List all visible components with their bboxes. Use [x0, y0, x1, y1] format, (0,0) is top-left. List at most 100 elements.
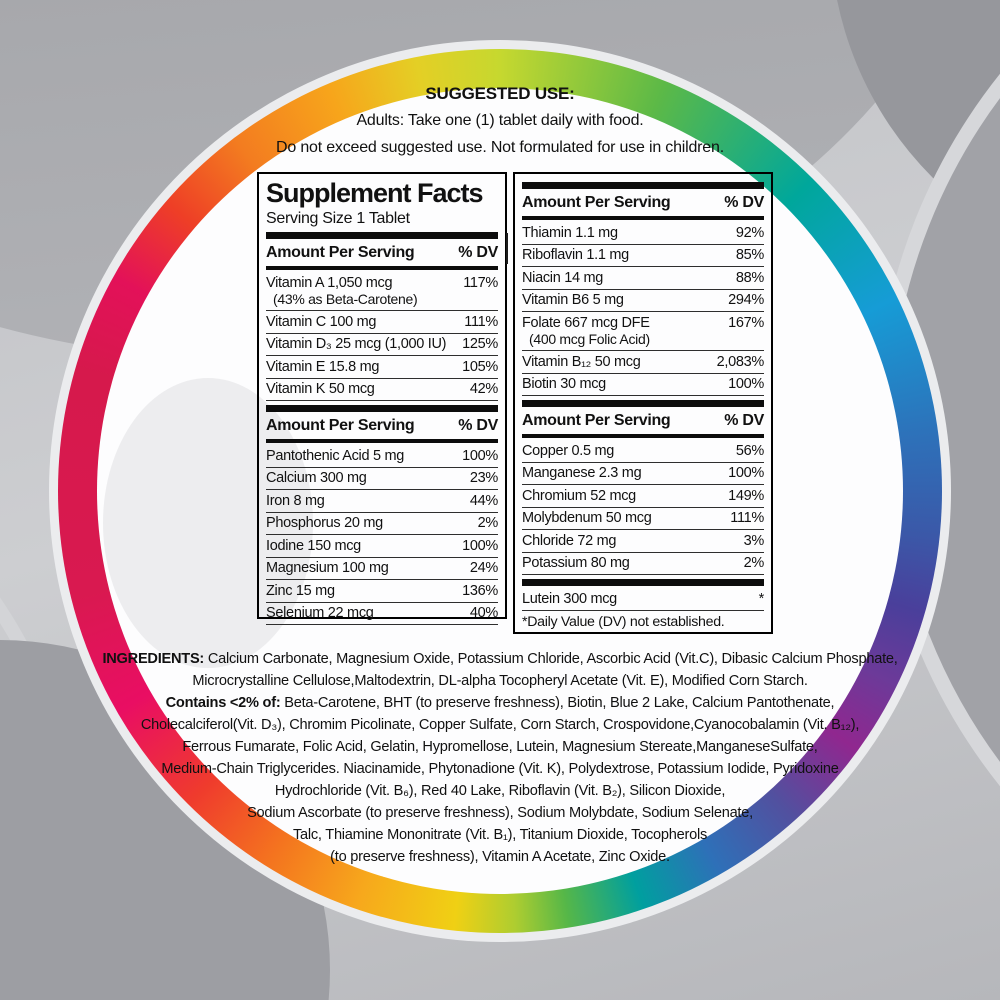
- section-bar: [266, 232, 498, 239]
- nutrient-row: Thiamin 1.1 mg 92%: [522, 222, 764, 245]
- nutrient-name: Thiamin 1.1 mg: [522, 224, 618, 241]
- amount-header: Amount Per Serving: [522, 194, 671, 211]
- nutrient-row: Potassium 80 mg 2%: [522, 553, 764, 575]
- nutrient-name: Folate 667 mcg DFE (400 mcg Folic Acid): [522, 314, 650, 348]
- nutrient-rows-lutein: Lutein 300 mcg *: [522, 588, 764, 611]
- ingredients-line: Sodium Ascorbate (to preserve freshness)…: [247, 805, 753, 821]
- nutrient-rows-bvitamins: Thiamin 1.1 mg 92% Riboflavin 1.1 mg 85% Nia…: [522, 222, 764, 396]
- nutrient-rows-trace-minerals: Copper 0.5 mg 56% Manganese 2.3 mg 100% Chro…: [522, 440, 764, 575]
- nutrient-dv: 149%: [728, 487, 764, 504]
- nutrient-row: Molybdenum 50 mcg 111%: [522, 508, 764, 530]
- nutrient-name: Niacin 14 mg: [522, 269, 604, 286]
- nutrient-dv: 85%: [735, 247, 764, 263]
- nutrient-row: Vitamin E 15.8 mg 105%: [266, 356, 498, 379]
- nutrient-name: Selenium 22 mcg: [266, 605, 374, 621]
- section-bar: [522, 182, 764, 189]
- table-header: Amount Per Serving % DV: [266, 414, 498, 437]
- nutrient-name: Iodine 150 mcg: [266, 537, 361, 554]
- ingredients-line: INGREDIENTS: Calcium Carbonate, Magnesiu…: [102, 651, 898, 667]
- nutrient-name: Chromium 52 mcg: [522, 487, 636, 504]
- ingredients-line: Ferrous Fumarate, Folic Acid, Gelatin, H…: [182, 739, 818, 755]
- nutrient-row: Copper 0.5 mg 56%: [522, 440, 764, 463]
- nutrient-row: Lutein 300 mcg *: [522, 588, 764, 611]
- nutrient-row: Niacin 14 mg 88%: [522, 267, 764, 290]
- ingredients-line: Cholecalciferol(Vit. D₃), Chromim Picoli…: [140, 717, 860, 733]
- ingredients-line: Talc, Thiamine Mononitrate (Vit. B₁), Ti…: [292, 827, 708, 843]
- nutrient-row: Manganese 2.3 mg 100%: [522, 463, 764, 485]
- nutrient-dv: 117%: [463, 274, 498, 291]
- suggested-use-line: Do not exceed suggested use. Not formula…: [276, 139, 724, 156]
- section-bar: [522, 579, 764, 586]
- nutrient-dv: 2%: [477, 515, 499, 531]
- section-bar: [522, 216, 764, 220]
- amount-header: Amount Per Serving: [266, 244, 415, 261]
- nutrient-dv: 23%: [469, 470, 498, 486]
- nutrient-row: Vitamin D₃ 25 mcg (1,000 IU) 125%: [266, 334, 498, 356]
- nutrient-row: Calcium 300 mg 23%: [266, 468, 498, 490]
- nutrient-row: Pantothenic Acid 5 mg 100%: [266, 445, 498, 468]
- nutrient-dv: 105%: [462, 358, 498, 375]
- nutrient-row: Vitamin B₁₂ 50 mcg 2,083%: [522, 351, 764, 374]
- nutrient-row: Vitamin B6 5 mg 294%: [522, 290, 764, 312]
- ingredients-line: Microcrystalline Cellulose,Maltodextrin,…: [192, 673, 808, 689]
- nutrient-dv: 100%: [728, 465, 764, 481]
- amount-header: Amount Per Serving: [522, 412, 671, 429]
- nutrient-row: Zinc 15 mg 136%: [266, 580, 498, 603]
- nutrient-dv: 125%: [462, 336, 498, 352]
- nutrient-dv: 88%: [735, 269, 764, 286]
- section-bar: [266, 439, 498, 443]
- suggested-use-title: SUGGESTED USE:: [425, 84, 575, 103]
- label-inner-shading: [103, 378, 313, 668]
- dv-footnote: *Daily Value (DV) not established.: [522, 613, 725, 630]
- ingredients-line: (to preserve freshness), Vitamin A Aceta…: [330, 849, 670, 865]
- nutrient-dv: 136%: [462, 582, 498, 599]
- dv-header: % DV: [724, 412, 764, 429]
- nutrient-subtext: (400 mcg Folic Acid): [529, 331, 650, 347]
- nutrient-row: Vitamin K 50 mcg 42%: [266, 379, 498, 401]
- nutrient-dv: *: [758, 590, 765, 607]
- nutrient-dv: 44%: [469, 492, 498, 509]
- suggested-use-section: SUGGESTED USE: Adults: Take one (1) tabl…: [0, 80, 1000, 161]
- table-header: Amount Per Serving % DV: [522, 191, 764, 214]
- section-bar: [522, 434, 764, 438]
- supplement-facts-panel-left: Supplement Facts Serving Size 1 Tablet A…: [257, 172, 507, 625]
- nutrient-row: Riboflavin 1.1 mg 85%: [522, 245, 764, 267]
- section-bar: [266, 266, 498, 270]
- nutrient-name: Chloride 72 mg: [522, 532, 617, 549]
- nutrient-name: Vitamin E 15.8 mg: [266, 358, 380, 375]
- dv-header: % DV: [724, 194, 764, 211]
- nutrient-name: Vitamin B6 5 mg: [522, 292, 624, 308]
- serving-size: Serving Size 1 Tablet: [266, 210, 410, 227]
- nutrient-row: Magnesium 100 mg 24%: [266, 558, 498, 580]
- nutrient-dv: 100%: [462, 537, 498, 554]
- ingredients-section: INGREDIENTS: Calcium Carbonate, Magnesiu…: [0, 648, 1000, 868]
- nutrient-name: Vitamin K 50 mcg: [266, 381, 375, 397]
- section-bar: [522, 400, 764, 407]
- nutrient-name: Copper 0.5 mg: [522, 442, 615, 459]
- ingredients-line: Hydrochloride (Vit. B₆), Red 40 Lake, Ri…: [274, 783, 726, 799]
- nutrient-name: Vitamin A 1,050 mcg (43% as Beta-Carotene…: [266, 274, 418, 308]
- nutrient-row: Iron 8 mg 44%: [266, 490, 498, 513]
- nutrient-name: Vitamin C 100 mg: [266, 313, 377, 330]
- nutrient-name: Riboflavin 1.1 mg: [522, 247, 629, 263]
- panel-divider: [506, 233, 508, 264]
- supplement-facts-panel-right: Amount Per Serving % DV Thiamin 1.1 mg 92…: [513, 172, 773, 634]
- section-bar: [266, 405, 498, 412]
- nutrient-name: Vitamin B₁₂ 50 mcg: [522, 353, 641, 370]
- nutrient-name: Molybdenum 50 mcg: [522, 510, 652, 526]
- nutrient-dv: 294%: [728, 292, 764, 308]
- supplement-facts-title: Supplement Facts: [266, 178, 484, 208]
- nutrient-name: Manganese 2.3 mg: [522, 465, 642, 481]
- nutrient-name: Magnesium 100 mg: [266, 560, 389, 576]
- suggested-use-line: Adults: Take one (1) tablet daily with f…: [356, 112, 644, 129]
- nutrient-row: Selenium 22 mcg 40%: [266, 603, 498, 625]
- dv-header: % DV: [458, 417, 498, 434]
- nutrient-dv: 111%: [730, 510, 764, 526]
- nutrient-row: Vitamin A 1,050 mcg (43% as Beta-Carotene…: [266, 272, 498, 311]
- dv-header: % DV: [458, 244, 498, 261]
- nutrient-row: Chloride 72 mg 3%: [522, 530, 764, 553]
- nutrient-dv: 111%: [464, 313, 498, 330]
- nutrient-name: Phosphorus 20 mg: [266, 515, 383, 531]
- nutrient-row: Chromium 52 mcg 149%: [522, 485, 764, 508]
